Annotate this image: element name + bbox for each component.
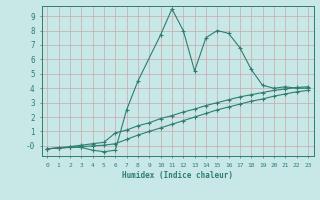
X-axis label: Humidex (Indice chaleur): Humidex (Indice chaleur) <box>122 171 233 180</box>
